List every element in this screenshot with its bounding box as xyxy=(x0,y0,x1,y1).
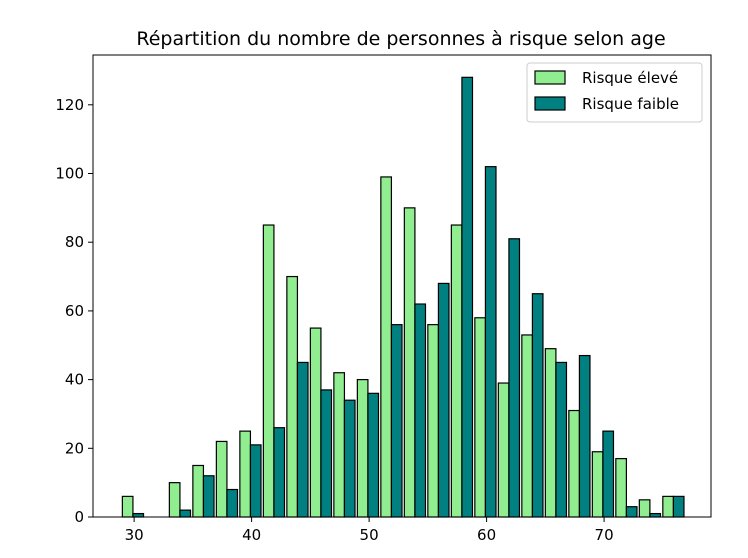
bar-faible-73 xyxy=(649,512,662,518)
y-tick-label: 0 xyxy=(74,508,84,526)
bar-faible-33 xyxy=(179,509,192,518)
bar-eleve-47 xyxy=(333,372,346,518)
bar-faible-59 xyxy=(484,166,497,518)
bar-eleve-59 xyxy=(474,317,487,518)
bar-faible-43 xyxy=(296,361,309,518)
bar-eleve-69 xyxy=(591,451,604,518)
bar-faible-39 xyxy=(249,444,262,518)
bar-eleve-35 xyxy=(192,464,205,518)
legend-swatch xyxy=(534,96,566,111)
bar-eleve-51 xyxy=(380,176,393,518)
bar-faible-47 xyxy=(343,399,356,518)
x-axis: 30 40 50 60 70 xyxy=(125,517,614,544)
bar-faible-53 xyxy=(414,303,427,518)
bar-eleve-39 xyxy=(239,430,252,518)
plot-frame xyxy=(92,54,712,518)
legend-label: Risque élevé xyxy=(582,69,678,87)
bar-faible-45 xyxy=(320,389,333,518)
bar-eleve-45 xyxy=(309,327,322,518)
bar-eleve-41 xyxy=(262,224,275,518)
bar-eleve-61 xyxy=(497,382,510,518)
bar-faible-69 xyxy=(602,430,615,518)
bar-eleve-33 xyxy=(168,482,181,518)
bar-faible-51 xyxy=(390,324,403,518)
x-tick-label: 50 xyxy=(360,526,379,544)
y-tick-label: 100 xyxy=(55,165,84,183)
x-tick-label: 60 xyxy=(477,526,496,544)
bar-faible-67 xyxy=(578,354,591,518)
bar-eleve-63 xyxy=(521,334,534,518)
bar-faible-61 xyxy=(508,238,521,518)
bar-eleve-43 xyxy=(286,275,299,518)
bar-eleve-37 xyxy=(215,440,228,518)
bar-faible-71 xyxy=(625,506,638,518)
x-tick-label: 70 xyxy=(595,526,614,544)
bar-faible-63 xyxy=(531,293,544,518)
bar-faible-37 xyxy=(226,488,239,518)
y-axis: 0 20 40 60 80 100 120 xyxy=(55,96,93,526)
bar-eleve-73 xyxy=(638,499,651,518)
bar-faible-75 xyxy=(672,495,685,518)
bar-eleve-49 xyxy=(356,379,369,518)
bar-faible-29 xyxy=(132,512,145,518)
y-tick-label: 120 xyxy=(55,96,84,114)
legend: Risque élevé Risque faible xyxy=(526,62,703,123)
bar-eleve-65 xyxy=(544,348,557,518)
y-tick-label: 40 xyxy=(65,371,84,389)
chart-title: Répartition du nombre de personnes à ris… xyxy=(136,28,665,50)
bar-faible-65 xyxy=(555,361,568,518)
legend-frame xyxy=(526,62,703,123)
y-tick-label: 80 xyxy=(65,233,84,251)
y-tick-label: 60 xyxy=(65,302,84,320)
bar-eleve-67 xyxy=(568,409,581,518)
bar-eleve-57 xyxy=(450,224,463,518)
bar-faible-55 xyxy=(437,282,450,518)
bar-eleve-75 xyxy=(662,495,675,518)
bar-eleve-55 xyxy=(427,324,440,518)
x-tick-label: 40 xyxy=(242,526,261,544)
x-tick-label: 30 xyxy=(125,526,144,544)
y-tick-label: 20 xyxy=(65,439,84,457)
bar-eleve-29 xyxy=(121,495,134,518)
bar-faible-49 xyxy=(367,392,380,518)
bar-faible-41 xyxy=(273,427,286,518)
bar-eleve-71 xyxy=(615,458,628,518)
bar-faible-57 xyxy=(461,76,474,518)
bar-faible-35 xyxy=(202,475,215,518)
legend-label: Risque faible xyxy=(582,95,679,113)
bar-eleve-53 xyxy=(403,207,416,518)
legend-swatch xyxy=(534,70,566,85)
